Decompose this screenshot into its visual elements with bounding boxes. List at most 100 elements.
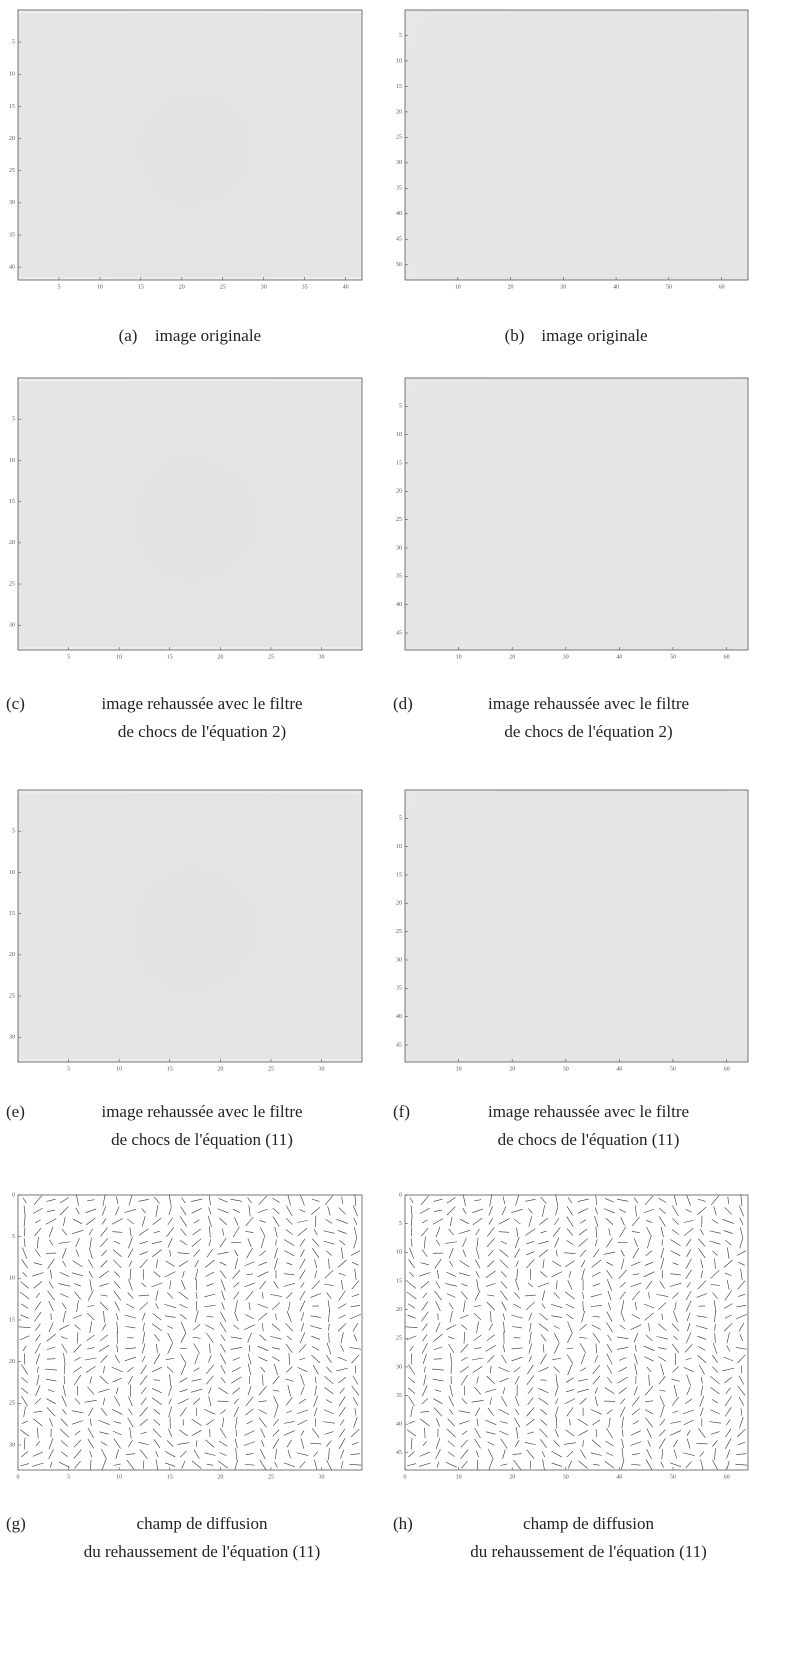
x-tick-label: 25	[268, 1474, 274, 1480]
caption-label: (f)	[393, 1102, 410, 1121]
x-tick-label: 0	[17, 1474, 20, 1480]
x-tick-label: 0	[404, 1474, 407, 1480]
y-tick-label: 35	[396, 1393, 402, 1399]
caption-label: (c)	[6, 694, 25, 713]
caption-text: de chocs de l'équation (11)	[498, 1130, 680, 1149]
y-tick-label: 45	[396, 1450, 402, 1456]
panel: 5101520253051015202530(e)image rehaussée…	[6, 790, 362, 1149]
y-tick-label: 40	[396, 1014, 402, 1020]
x-tick-label: 20	[509, 1066, 515, 1072]
x-tick-label: 5	[57, 284, 60, 290]
y-tick-label: 10	[9, 72, 15, 78]
x-tick-label: 15	[167, 1474, 173, 1480]
y-tick-label: 35	[9, 232, 15, 238]
y-tick-label: 0	[12, 1192, 15, 1198]
y-tick-label: 20	[9, 952, 15, 958]
y-tick-label: 25	[396, 929, 402, 935]
x-tick-label: 30	[261, 284, 267, 290]
x-tick-label: 60	[724, 1066, 730, 1072]
panel: 510152025303540510152025303540(a)image o…	[9, 10, 362, 345]
x-tick-label: 15	[167, 654, 173, 660]
x-tick-label: 30	[319, 654, 325, 660]
x-tick-label: 10	[97, 284, 103, 290]
y-tick-label: 5	[399, 33, 402, 39]
x-tick-label: 60	[719, 284, 725, 290]
y-tick-label: 5	[399, 816, 402, 822]
x-tick-label: 60	[724, 654, 730, 660]
y-tick-label: 40	[396, 211, 402, 217]
caption-text: de chocs de l'équation (11)	[111, 1130, 293, 1149]
caption-text: image originale	[155, 326, 261, 345]
caption-label: (e)	[6, 1102, 25, 1121]
y-tick-label: 25	[9, 1401, 15, 1407]
x-tick-label: 35	[302, 284, 308, 290]
y-tick-label: 5	[399, 404, 402, 410]
x-tick-label: 10	[456, 1474, 462, 1480]
y-tick-label: 25	[9, 993, 15, 999]
caption-text: image rehaussée avec le filtre	[101, 694, 302, 713]
y-tick-label: 5	[12, 829, 15, 835]
y-tick-label: 25	[9, 168, 15, 174]
y-tick-label: 15	[396, 1278, 402, 1284]
y-tick-label: 40	[396, 602, 402, 608]
x-tick-label: 20	[509, 1474, 515, 1480]
panel-background	[405, 1195, 748, 1470]
y-tick-label: 20	[396, 109, 402, 115]
y-tick-label: 10	[396, 432, 402, 438]
caption-text: du rehaussement de l'équation (11)	[84, 1542, 321, 1561]
x-tick-label: 40	[616, 654, 622, 660]
y-tick-label: 40	[9, 265, 15, 271]
y-tick-label: 30	[396, 957, 402, 963]
caption-label: (g)	[6, 1514, 26, 1533]
y-tick-label: 20	[9, 1359, 15, 1365]
x-tick-label: 10	[455, 284, 461, 290]
y-tick-label: 15	[396, 84, 402, 90]
x-tick-label: 30	[319, 1474, 325, 1480]
x-tick-label: 30	[563, 1474, 569, 1480]
x-tick-label: 20	[217, 1474, 223, 1480]
x-tick-label: 20	[509, 654, 515, 660]
y-tick-label: 35	[396, 574, 402, 580]
caption-text: de chocs de l'équation 2)	[118, 722, 286, 741]
x-tick-label: 40	[616, 1474, 622, 1480]
y-tick-label: 10	[9, 458, 15, 464]
caption-label: (h)	[393, 1514, 413, 1533]
x-tick-label: 15	[167, 1066, 173, 1072]
y-tick-label: 5	[12, 40, 15, 46]
panel-background	[18, 1195, 362, 1470]
y-tick-label: 30	[9, 623, 15, 629]
y-tick-label: 30	[396, 545, 402, 551]
y-tick-label: 40	[396, 1422, 402, 1428]
y-tick-label: 15	[396, 872, 402, 878]
y-tick-label: 10	[396, 1250, 402, 1256]
y-tick-label: 35	[396, 186, 402, 192]
y-tick-label: 10	[396, 844, 402, 850]
x-tick-label: 40	[613, 284, 619, 290]
y-tick-label: 45	[396, 630, 402, 636]
y-tick-label: 15	[9, 911, 15, 917]
y-tick-label: 20	[9, 136, 15, 142]
y-tick-label: 10	[9, 1276, 15, 1282]
caption-text: image rehaussée avec le filtre	[488, 694, 689, 713]
caption-text: image originale	[541, 326, 647, 345]
y-tick-label: 45	[396, 1042, 402, 1048]
caption-text: champ de diffusion	[137, 1514, 268, 1533]
caption-text: image rehaussée avec le filtre	[488, 1102, 689, 1121]
panel: 0102030405060051015202530354045(h)champ …	[393, 1192, 748, 1561]
panel: 1020304050605101520253035404550(b)image …	[396, 10, 748, 345]
x-tick-label: 20	[217, 654, 223, 660]
x-tick-label: 20	[508, 284, 514, 290]
x-tick-label: 10	[116, 1474, 122, 1480]
y-tick-label: 20	[396, 901, 402, 907]
x-tick-label: 5	[67, 1066, 70, 1072]
y-tick-label: 5	[399, 1221, 402, 1227]
y-tick-label: 25	[9, 581, 15, 587]
y-tick-label: 30	[9, 1035, 15, 1041]
caption-label: (d)	[393, 694, 413, 713]
x-tick-label: 50	[670, 654, 676, 660]
x-tick-label: 25	[268, 654, 274, 660]
y-tick-label: 15	[396, 460, 402, 466]
y-tick-label: 30	[9, 200, 15, 206]
x-tick-label: 50	[670, 1066, 676, 1072]
x-tick-label: 10	[456, 654, 462, 660]
